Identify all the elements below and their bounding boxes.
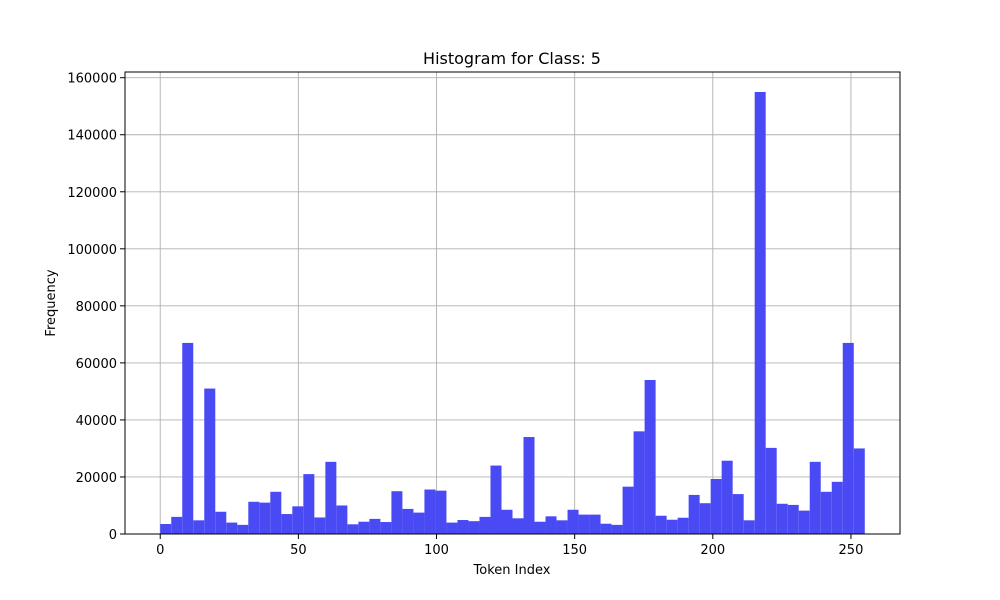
histogram-bar [512, 518, 524, 534]
histogram-bar [292, 506, 304, 534]
y-tick-label: 60000 [76, 357, 117, 372]
histogram-bar [314, 517, 326, 534]
histogram-bar [193, 520, 205, 534]
histogram-bar [831, 481, 843, 534]
histogram-bar [765, 447, 777, 534]
histogram-bar [281, 514, 293, 534]
histogram-bar [259, 502, 271, 534]
histogram-bar [853, 448, 865, 534]
x-tick-label: 100 [424, 543, 449, 558]
histogram-bar [798, 510, 810, 534]
bars-layer [160, 91, 865, 535]
y-tick-label: 80000 [76, 300, 117, 315]
histogram-bar [270, 491, 282, 534]
histogram-bar [677, 517, 689, 534]
histogram-bar [578, 514, 590, 534]
histogram-bar [468, 521, 480, 534]
x-tick-label: 50 [290, 543, 307, 558]
histogram-bar [446, 522, 458, 534]
x-tick-label: 0 [156, 543, 164, 558]
ticks-layer: 0 50 100 150 200 250 0 20000 40000 60000 80000 1000… [67, 72, 863, 558]
histogram-bar [325, 461, 337, 534]
y-tick-label: 140000 [67, 129, 117, 144]
histogram-bar [699, 503, 711, 534]
histogram-bar [402, 508, 414, 534]
histogram-bar [732, 494, 744, 534]
histogram-bar [171, 516, 183, 534]
histogram-bar [567, 509, 579, 534]
y-tick-label: 100000 [67, 243, 117, 258]
histogram-bar [479, 516, 491, 534]
histogram-bar [842, 342, 854, 534]
histogram-bar [556, 520, 568, 534]
histogram-bar [809, 461, 821, 534]
histogram-bar [336, 505, 348, 534]
histogram-bar [226, 522, 238, 534]
histogram-bar [424, 489, 436, 534]
histogram-bar [369, 518, 381, 534]
histogram-bar [457, 520, 469, 534]
histogram-bar [787, 504, 799, 534]
histogram-bar [589, 514, 601, 534]
histogram-bar [622, 486, 634, 534]
histogram-bar [743, 520, 755, 534]
histogram-bar [303, 474, 315, 534]
histogram-bar [710, 478, 722, 534]
plot-frame [124, 71, 901, 535]
x-axis-label: Token Index [473, 563, 551, 578]
histogram-bar [182, 342, 194, 534]
histogram-bar [644, 380, 656, 534]
histogram-bar [380, 522, 392, 534]
x-tick-label: 150 [562, 543, 587, 558]
histogram-bar [754, 91, 766, 535]
histogram-bar [215, 511, 227, 534]
y-tick-label: 20000 [76, 471, 117, 486]
histogram-bar [391, 491, 403, 534]
histogram-bar [358, 521, 370, 534]
histogram-bar [534, 521, 546, 534]
histogram-bar [248, 501, 260, 534]
histogram-bar [776, 503, 788, 534]
histogram-bar [721, 460, 733, 534]
histogram-bar [523, 437, 535, 534]
histogram-bar [435, 490, 447, 534]
histogram-bar [501, 509, 513, 534]
histogram-bar [820, 491, 832, 534]
histogram-bar [666, 519, 678, 534]
histogram-bar [490, 465, 502, 534]
x-tick-label: 250 [839, 543, 864, 558]
histogram-bar [688, 494, 700, 534]
histogram-bar [600, 523, 612, 534]
histogram-bar [611, 524, 623, 534]
y-tick-label: 160000 [67, 72, 117, 87]
histogram-bar [204, 388, 216, 534]
y-tick-label: 40000 [76, 414, 117, 429]
histogram-bar [160, 524, 172, 534]
y-axis-label: Frequency [44, 269, 59, 336]
histogram-bar [347, 524, 359, 534]
histogram-bar [413, 512, 425, 534]
histogram-bar [545, 516, 557, 534]
histogram-bar [237, 524, 249, 534]
y-tick-label: 120000 [67, 186, 117, 201]
chart-title: Histogram for Class: 5 [423, 49, 601, 68]
x-tick-label: 200 [700, 543, 725, 558]
grid-layer [125, 72, 900, 535]
histogram-bar [655, 515, 667, 534]
y-tick-label: 0 [109, 528, 117, 543]
histogram-bar [633, 431, 645, 534]
